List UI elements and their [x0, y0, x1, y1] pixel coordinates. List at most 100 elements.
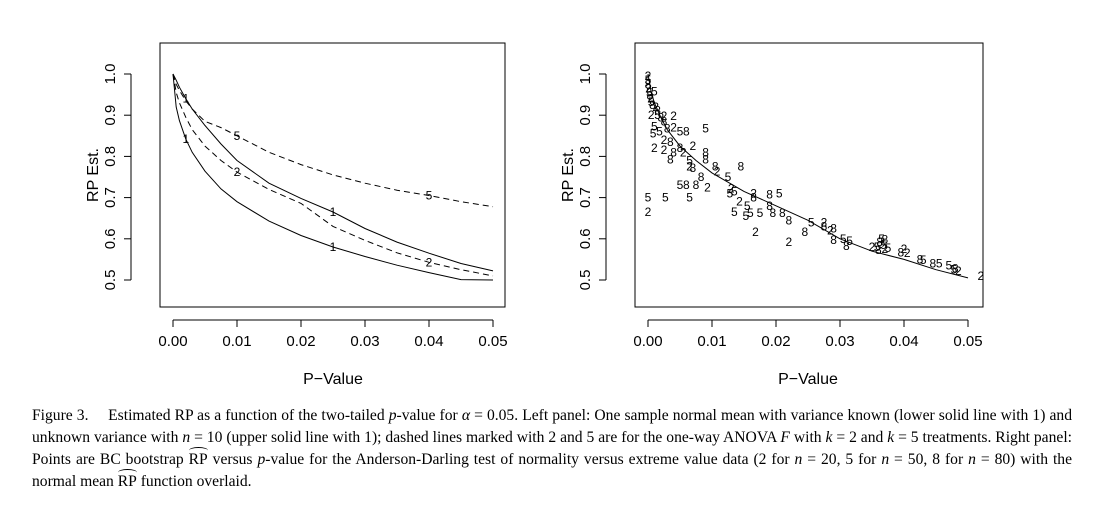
figure-panels: 0.5 0.6 0.7 0.8 0.9 1.0 0.00 0.01 0.02 0… [85, 42, 985, 388]
left-y-tick-marks [124, 73, 131, 281]
scatter-point: 2 [704, 180, 711, 194]
scatter-point: 8 [779, 206, 786, 220]
scatter-point: 5 [840, 232, 847, 246]
scatter-point: 8 [801, 225, 808, 239]
scatter-point: 5 [648, 95, 655, 109]
scatter-point: 8 [698, 170, 705, 184]
right-x-tick-labels: 0.00 0.01 0.02 0.03 0.04 0.05 [633, 333, 982, 350]
scatter-point: 2 [904, 246, 911, 260]
scatter-point: 5 [885, 241, 892, 255]
caption-text: = 80) with the normal mean [32, 451, 1073, 490]
scatter-point: 2 [901, 242, 908, 256]
caption-math: k [887, 429, 895, 446]
caption-math: F [780, 429, 790, 446]
caption-text: function overlaid. [136, 473, 252, 490]
scatter-point: 2 [661, 109, 668, 123]
caption-math: n [794, 451, 803, 468]
left-series-group: 1 1 1 1 2 2 5 5 [172, 73, 494, 281]
right-x-tick-label: 0.00 [633, 333, 662, 350]
scatter-point: 5 [686, 154, 693, 168]
caption-math: p [257, 451, 266, 468]
caption-math: α [461, 407, 470, 424]
right-x-tick-label: 0.02 [761, 333, 790, 350]
scatter-point: 8 [667, 135, 674, 149]
scatter-point: 5 [920, 253, 927, 267]
scatter-point: 5 [747, 206, 754, 220]
scatter-point: 5 [808, 215, 815, 229]
left-series-marker: 5 [426, 189, 433, 203]
scatter-point: 2 [661, 133, 668, 147]
scatter-point: 8 [677, 141, 684, 155]
scatter-point: 5 [743, 209, 750, 223]
scatter-point: 8 [766, 188, 773, 202]
right-plot-frame [634, 42, 984, 308]
scatter-point: 5 [677, 178, 684, 192]
scatter-point: 5 [702, 121, 709, 135]
left-y-tick-label: 0.6 [102, 228, 119, 249]
scatter-point: 8 [654, 103, 661, 117]
scatter-point: 8 [750, 191, 757, 205]
left-y-tick-label: 0.9 [102, 105, 119, 126]
scatter-point: 2 [827, 224, 834, 238]
scatter-point: 2 [750, 187, 757, 201]
scatter-point: 5 [654, 108, 661, 122]
scatter-point: 8 [689, 161, 696, 175]
scatter-point: 8 [843, 239, 850, 253]
caption-text: = 5 treatments. Right panel: Points are … [32, 429, 1072, 468]
caption-math: n [968, 451, 976, 468]
caption-text: -value for [396, 407, 462, 424]
caption-text: -value for the Anderson-Darling test of … [265, 451, 795, 468]
left-y-tick-label: 0.5 [102, 270, 119, 291]
scatter-point: 5 [936, 257, 943, 271]
scatter-point: 2 [670, 121, 677, 135]
scatter-point: 5 [757, 206, 764, 220]
right-x-tick-label: 0.03 [825, 333, 854, 350]
scatter-point: 2 [785, 235, 792, 249]
scatter-point: 8 [683, 125, 690, 139]
scatter-point: 5 [662, 191, 669, 205]
scatter-point: 5 [677, 125, 684, 139]
caption-text: = 20, 5 for [802, 451, 882, 468]
scatter-point: 8 [702, 145, 709, 159]
scatter-point: 2 [752, 225, 759, 239]
scatter-point: 8 [683, 178, 690, 192]
right-y-tick-label: 1.0 [577, 64, 594, 85]
scatter-point: 8 [766, 199, 773, 213]
scatter-point: 2 [686, 160, 693, 174]
scatter-point: 8 [670, 145, 677, 159]
left-series-marker: 2 [426, 255, 433, 269]
right-y-tick-label: 0.7 [577, 187, 594, 208]
scatter-point: 8 [647, 88, 654, 102]
scatter-point: 5 [731, 184, 738, 198]
scatter-point: 2 [736, 195, 743, 209]
scatter-point: 5 [686, 191, 693, 205]
scatter-point: 2 [652, 100, 659, 114]
left-x-tick-marks [172, 320, 494, 327]
caption-text: = 2 and [832, 429, 888, 446]
left-series-marker: 1 [330, 240, 337, 254]
left-x-tick-labels: 0.00 0.01 0.02 0.03 0.04 0.05 [158, 333, 507, 350]
scatter-point: 8 [693, 178, 700, 192]
caption-text: Figure 3. Estimated RP as a function of … [32, 407, 389, 424]
scatter-point: 2 [661, 143, 668, 157]
caption-rp-hat: RP [188, 447, 208, 471]
scatter-point: 5 [744, 199, 751, 213]
caption-math: n [182, 429, 191, 446]
left-y-axis-title: RP Est. [85, 148, 102, 202]
scatter-point: 8 [702, 152, 709, 166]
scatter-point: 8 [821, 219, 828, 233]
scatter-point: 2 [955, 264, 962, 278]
left-y-tick-label: 0.8 [102, 146, 119, 167]
scatter-point: 5 [874, 240, 881, 254]
scatter-point: 5 [645, 73, 652, 87]
scatter-point: 8 [897, 245, 904, 259]
caption-text: versus [207, 451, 258, 468]
caption-math: k [825, 429, 833, 446]
scatter-point: 8 [661, 114, 668, 128]
caption-math: p [388, 407, 397, 424]
scatter-point: 5 [650, 127, 657, 141]
right-y-tick-label: 0.6 [577, 228, 594, 249]
left-y-tick-label: 0.7 [102, 187, 119, 208]
right-y-tick-label: 0.5 [577, 270, 594, 291]
